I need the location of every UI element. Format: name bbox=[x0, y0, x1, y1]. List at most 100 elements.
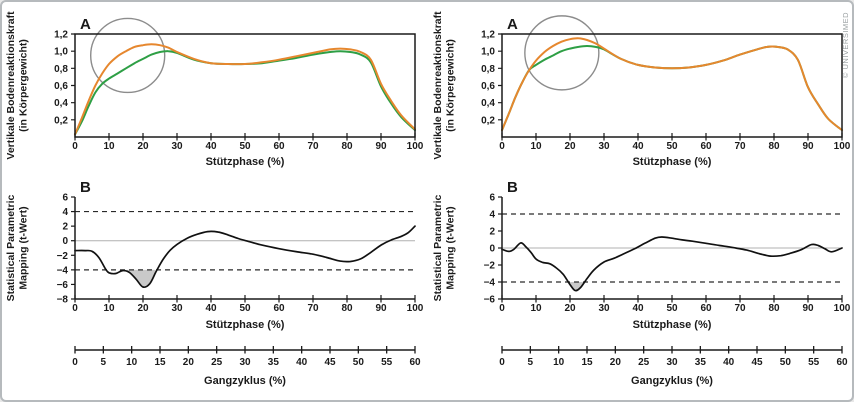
tick-label: 0,2 bbox=[481, 115, 495, 126]
tick-label: 50 bbox=[780, 357, 792, 368]
chart-spm-left: 0 10 20 30 40 50 60 70 80 90 1006420−2−4−6−8BStütz… bbox=[5, 179, 424, 331]
tick-label: 30 bbox=[171, 141, 183, 152]
tick-label: 0 bbox=[72, 141, 78, 152]
tick-label: 0,2 bbox=[54, 115, 68, 126]
panel-label: B bbox=[80, 179, 91, 196]
tick-label: 30 bbox=[666, 357, 678, 368]
tick-label: 70 bbox=[307, 141, 319, 152]
plot-frame bbox=[501, 33, 843, 138]
t-curve bbox=[501, 236, 843, 292]
tick-label: 40 bbox=[632, 141, 644, 152]
tick-label: 60 bbox=[700, 141, 712, 152]
tick-label: 80 bbox=[768, 141, 780, 152]
tick-label: 20 bbox=[137, 141, 149, 152]
axis-title-x: Stützphase (%) bbox=[206, 156, 285, 168]
tick-label: 1,0 bbox=[54, 47, 68, 58]
t-curve bbox=[74, 225, 416, 289]
tick-label: 5 bbox=[528, 357, 534, 368]
tick-label: 55 bbox=[808, 357, 820, 368]
tick-label: 60 bbox=[409, 357, 421, 368]
tick-label: 70 bbox=[734, 303, 746, 314]
plot-frame bbox=[74, 33, 416, 138]
axis-title-y: (in Körpergewicht) bbox=[18, 39, 30, 132]
figure-column-right: 0 10 20 30 40 50 60 70 80 90 100 0,2 0,4 0,6 0,8 1,0 1,2… bbox=[429, 2, 852, 400]
tick-label: 100 bbox=[834, 141, 851, 152]
tick-label: 0,6 bbox=[481, 81, 495, 92]
tick-label: 70 bbox=[307, 303, 319, 314]
tick-label: 20 bbox=[564, 141, 576, 152]
tick-label: −4 bbox=[484, 278, 496, 289]
panel-label: B bbox=[507, 179, 518, 196]
axis-gangzyklus-right: 0 5 10 15 20 25 30 35 40 45 50 55 60 Gangzyklus (%) bbox=[499, 346, 848, 387]
tick-label: 2 bbox=[62, 222, 68, 233]
orange-curve bbox=[74, 43, 416, 136]
tick-label: 0,6 bbox=[54, 81, 68, 92]
tick-label: 55 bbox=[381, 357, 393, 368]
tick-label: 40 bbox=[205, 141, 217, 152]
tick-label: 15 bbox=[154, 357, 166, 368]
axis-title-x: Stützphase (%) bbox=[633, 156, 712, 168]
axis-title-y: Vertikale Bodenreaktionskraft bbox=[432, 11, 444, 160]
axis-title-y: Mapping (t-Wert) bbox=[445, 206, 457, 289]
tick-label: −4 bbox=[57, 265, 69, 276]
tick-label: 50 bbox=[353, 357, 365, 368]
tick-label: 0,4 bbox=[481, 98, 495, 109]
axis-title-x: Stützphase (%) bbox=[206, 319, 285, 331]
tick-label: 60 bbox=[836, 357, 848, 368]
tick-label: 50 bbox=[239, 303, 251, 314]
tick-label: 90 bbox=[375, 141, 387, 152]
tick-label: 90 bbox=[802, 141, 814, 152]
tick-label: 30 bbox=[598, 303, 610, 314]
tick-label: 0 bbox=[499, 141, 505, 152]
axis-gangzyklus-left: 0 5 10 15 20 25 30 35 40 45 50 55 60 Gangzyklus (%) bbox=[72, 346, 421, 387]
tick-label: 20 bbox=[564, 303, 576, 314]
tick-label: 6 bbox=[489, 193, 495, 204]
tick-label: 6 bbox=[62, 193, 68, 204]
tick-label: 1,2 bbox=[481, 30, 495, 41]
axis-title: Gangzyklus (%) bbox=[204, 375, 286, 387]
chart-vgrf-left: 0 10 20 30 40 50 60 70 80 90 100 0,2 0,4 0,6 0,8 1,0 1,2… bbox=[5, 11, 424, 168]
tick-label: −6 bbox=[57, 280, 69, 291]
axis-title-y: Statistical Parametric bbox=[432, 194, 444, 301]
tick-label: 100 bbox=[407, 141, 424, 152]
tick-label: 70 bbox=[734, 141, 746, 152]
tick-label: 10 bbox=[530, 141, 542, 152]
tick-label: 40 bbox=[205, 303, 217, 314]
panel-label: A bbox=[507, 16, 518, 33]
figure-column-left: 0 10 20 30 40 50 60 70 80 90 100 0,2 0,4 0,6 0,8 1,0 1,2… bbox=[2, 2, 429, 400]
tick-label: 50 bbox=[666, 303, 678, 314]
tick-label: 10 bbox=[103, 303, 115, 314]
tick-label: 45 bbox=[324, 357, 336, 368]
tick-label: 5 bbox=[101, 357, 107, 368]
tick-label: 25 bbox=[211, 357, 223, 368]
tick-label: 90 bbox=[375, 303, 387, 314]
tick-label: 1,2 bbox=[54, 30, 68, 41]
tick-label: 80 bbox=[341, 141, 353, 152]
tick-label: 10 bbox=[553, 357, 565, 368]
tick-label: 40 bbox=[632, 303, 644, 314]
tick-label: 20 bbox=[183, 357, 195, 368]
tick-label: 35 bbox=[268, 357, 280, 368]
tick-label: 30 bbox=[598, 141, 610, 152]
axis-title: Gangzyklus (%) bbox=[631, 375, 713, 387]
tick-label: 50 bbox=[666, 141, 678, 152]
tick-label: 20 bbox=[137, 303, 149, 314]
tick-label: 1,0 bbox=[481, 47, 495, 58]
tick-label: 100 bbox=[834, 303, 851, 314]
axis-title-y: Statistical Parametric bbox=[5, 194, 17, 301]
tick-label: −2 bbox=[57, 251, 69, 262]
tick-label: 80 bbox=[341, 303, 353, 314]
tick-label: 0,8 bbox=[54, 64, 68, 75]
tick-label: 10 bbox=[103, 141, 115, 152]
copyright-notice: © UNIVERSIMED bbox=[841, 11, 850, 79]
tick-label: 30 bbox=[171, 303, 183, 314]
tick-label: 2 bbox=[489, 227, 495, 238]
axis-title-y: Vertikale Bodenreaktionskraft bbox=[5, 11, 17, 160]
tick-label: 10 bbox=[126, 357, 138, 368]
tick-label: 45 bbox=[751, 357, 763, 368]
green-curve bbox=[501, 44, 843, 132]
tick-label: 0 bbox=[72, 357, 78, 368]
tick-label: −6 bbox=[484, 295, 496, 306]
tick-label: 15 bbox=[581, 357, 593, 368]
